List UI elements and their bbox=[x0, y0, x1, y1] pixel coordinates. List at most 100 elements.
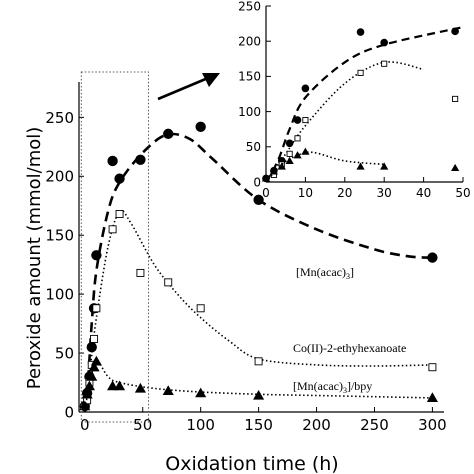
main-x-tick-label: 200 bbox=[302, 416, 331, 434]
main-x-tick-label: 150 bbox=[244, 416, 273, 434]
main-series-1-fit-line bbox=[84, 209, 433, 413]
main-series-0-point bbox=[107, 155, 118, 167]
inset-series-2-point bbox=[285, 156, 294, 164]
inset-y-tick-label: 200 bbox=[238, 35, 261, 49]
series-label-mn-bpy: [Mn(acac)3]/bpy bbox=[293, 379, 372, 395]
inset-y-tick-label: 50 bbox=[246, 140, 261, 154]
main-series-0-point bbox=[114, 173, 125, 184]
main-x-tick-label: 250 bbox=[360, 416, 389, 434]
series-label-bpy-subscript: 3 bbox=[343, 386, 347, 395]
main-series-1-point bbox=[90, 334, 99, 343]
series-label-bpy-text: [Mn(acac) bbox=[293, 379, 343, 393]
series-label-mn-close: ] bbox=[350, 265, 354, 279]
main-series-0-point bbox=[91, 250, 102, 261]
zoom-region-box bbox=[80, 71, 150, 423]
main-series-0-point bbox=[135, 154, 146, 165]
inset-series-1-point bbox=[357, 69, 364, 76]
inset-y-tick-label: 0 bbox=[253, 175, 261, 189]
main-series-2-point bbox=[162, 385, 174, 395]
inset-x-tick-label: 50 bbox=[455, 186, 470, 200]
inset-series-2-point bbox=[451, 163, 460, 171]
main-series-0-point bbox=[427, 252, 438, 263]
inset-series-0-point bbox=[451, 27, 459, 36]
main-series-1-point bbox=[92, 304, 101, 313]
main-series-1-point bbox=[428, 363, 437, 372]
inset-series-1-point bbox=[302, 116, 309, 124]
inset-y-tick-label: 150 bbox=[238, 70, 261, 84]
inset-series-2-point bbox=[277, 162, 286, 170]
inset-series-2-point bbox=[261, 174, 271, 182]
inset-series-1-fit-line bbox=[265, 61, 424, 183]
inset-x-tick-label: 0 bbox=[262, 186, 270, 200]
inset-x-tick-label: 10 bbox=[298, 186, 313, 200]
main-series-2-point bbox=[426, 392, 438, 403]
inset-series-1-point bbox=[452, 95, 459, 102]
inset-series-2-point bbox=[356, 162, 365, 170]
inset-x-tick-label: 30 bbox=[377, 186, 392, 200]
zoom-arrow-head bbox=[202, 73, 220, 87]
main-series-1-point bbox=[115, 210, 124, 218]
inset-series-2-point bbox=[301, 147, 310, 155]
main-series-1-point bbox=[254, 357, 263, 366]
series-label-bpy-close: ]/bpy bbox=[347, 379, 372, 393]
inset-series-1-point bbox=[286, 150, 293, 157]
inset-x-tick-label: 40 bbox=[416, 186, 431, 200]
series-label-mn-subscript: 3 bbox=[346, 272, 350, 281]
main-series-2-point bbox=[88, 361, 100, 372]
inset-plot: 0 10 20 30 40 50 0 50 100 150 200 250 bbox=[238, 0, 471, 200]
main-series-1-point bbox=[136, 268, 145, 277]
inset-series-2-point bbox=[269, 167, 278, 175]
inset-series-0-fit-line bbox=[265, 26, 464, 183]
main-series-0-point bbox=[86, 342, 97, 353]
main-series-1-point bbox=[108, 225, 117, 234]
main-series-0-point bbox=[253, 194, 264, 206]
series-label-mn-text: [Mn(acac) bbox=[296, 265, 346, 279]
main-y-tick-label: 50 bbox=[55, 344, 74, 362]
inset-series-0-point bbox=[380, 38, 389, 47]
inset-series-0-point bbox=[293, 116, 302, 124]
main-series-1-point bbox=[196, 304, 205, 313]
main-series-2-point bbox=[86, 371, 98, 381]
zoom-arrow-shaft bbox=[157, 76, 209, 101]
main-series-0-point bbox=[163, 128, 174, 140]
main-series-2-point bbox=[83, 380, 95, 391]
inset-series-2-point bbox=[293, 151, 302, 159]
main-x-tick-label: 50 bbox=[133, 416, 152, 434]
inset-series-0-point bbox=[356, 28, 365, 36]
main-y-tick-label: 250 bbox=[45, 109, 74, 127]
main-series-2-fit-line bbox=[84, 361, 433, 413]
series-label-mn-acac3: [Mn(acac)3] bbox=[296, 265, 354, 281]
zoom-arrow bbox=[157, 73, 220, 101]
inset-y-tick-label: 100 bbox=[238, 105, 261, 119]
main-x-tick-label: 300 bbox=[418, 416, 447, 434]
inset-series-1-point bbox=[381, 60, 388, 67]
main-series-2-point bbox=[81, 388, 93, 399]
main-y-tick-label: 200 bbox=[45, 168, 74, 186]
main-x-tick-label: 100 bbox=[186, 416, 215, 434]
y-axis-title: Peroxide amount (mmol/mol) bbox=[24, 127, 45, 390]
inset-series-0-point bbox=[285, 139, 294, 148]
main-y-tick-label: 150 bbox=[45, 227, 74, 245]
main-series-2-point bbox=[90, 355, 102, 366]
inset-series-2-point bbox=[380, 162, 389, 170]
inset-y-tick-label: 250 bbox=[238, 0, 261, 13]
main-series-2-point bbox=[253, 389, 265, 400]
main-y-tick-label: 0 bbox=[64, 403, 74, 421]
main-y-tick-label: 100 bbox=[45, 286, 74, 304]
main-series-2-point bbox=[114, 380, 126, 391]
main-series-2-point bbox=[134, 382, 146, 393]
main-series-1-point bbox=[164, 278, 173, 287]
inset-x-tick-label: 20 bbox=[337, 186, 352, 200]
inset-series-0-point bbox=[301, 84, 310, 93]
main-series-0-point bbox=[195, 121, 206, 132]
inset-series-1-point bbox=[294, 135, 301, 142]
x-axis-title: Oxidation time (h) bbox=[165, 453, 338, 474]
main-x-tick-label: 0 bbox=[80, 416, 90, 434]
main-series-2-point bbox=[79, 400, 91, 411]
main-series-2-point bbox=[195, 387, 207, 398]
zoom-region-rect bbox=[80, 71, 150, 423]
series-label-co: Co(II)-2-ethyhexanoate bbox=[293, 341, 406, 355]
main-series-2-point bbox=[107, 380, 119, 391]
